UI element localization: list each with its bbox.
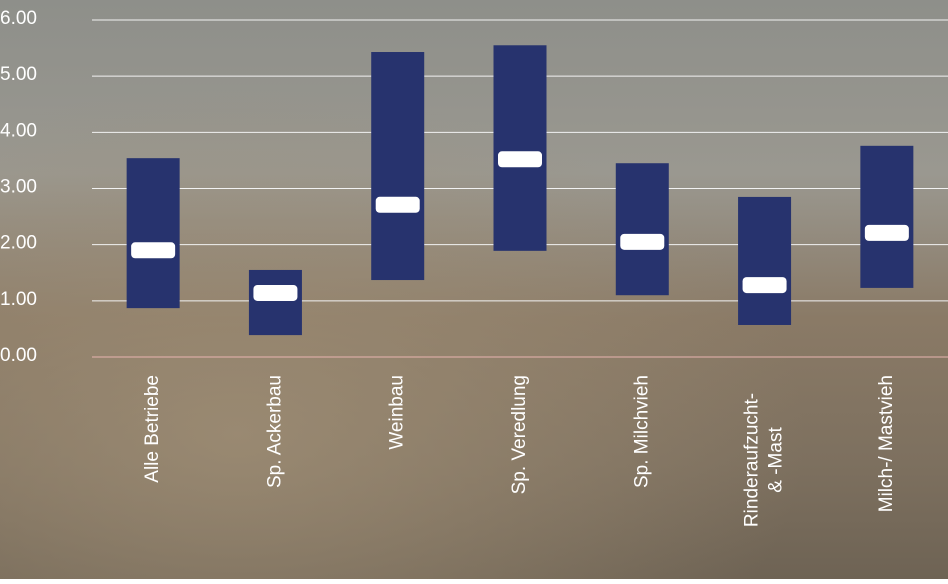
median-marker [620,233,665,250]
range-bar [126,158,180,309]
range-bar [248,269,302,336]
range-bar [860,145,914,288]
x-tick-label: Rinderaufzucht- & -Mast [742,393,787,527]
x-tick-label: Sp. Milchvieh [631,375,652,488]
y-tick-label: 1.00 [0,289,37,310]
range-bar [615,163,669,296]
x-tick-label: Milch-/ Mastvieh [876,375,897,512]
x-tick-label: Sp. Veredlung [509,375,530,494]
y-tick-label: 2.00 [0,233,37,254]
range-bar [371,52,425,281]
y-tick-label: 4.00 [0,120,37,141]
median-marker [375,196,420,213]
x-tick-label: Sp. Ackerbau [264,375,285,488]
median-marker [498,151,542,168]
median-marker [253,284,298,301]
y-tick-label: 5.00 [0,64,37,85]
median-marker [742,277,787,294]
x-tick-label: Weinbau [387,375,408,450]
median-marker [864,224,909,241]
y-tick-label: 3.00 [0,177,37,198]
x-tick-label: Alle Betriebe [142,375,163,483]
y-tick-label: 6.00 [0,8,37,29]
y-tick-label: 0.00 [0,345,37,366]
median-marker [131,242,176,259]
range-bar [738,196,792,325]
range-bar [493,45,547,251]
